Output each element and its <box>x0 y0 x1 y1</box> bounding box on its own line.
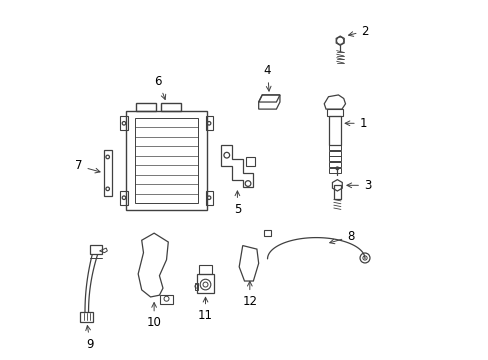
Bar <box>196 274 214 293</box>
Bar <box>103 150 111 196</box>
Bar <box>328 168 340 172</box>
Bar <box>205 116 212 130</box>
Text: 7: 7 <box>75 159 100 173</box>
Text: 2: 2 <box>348 24 368 38</box>
Bar <box>328 116 341 145</box>
Text: 3: 3 <box>346 179 370 192</box>
Text: 6: 6 <box>154 75 165 99</box>
Bar <box>136 103 156 111</box>
Bar <box>199 265 211 274</box>
Bar <box>264 230 270 236</box>
Bar <box>246 157 255 166</box>
Bar <box>80 312 93 322</box>
Text: 4: 4 <box>263 64 271 91</box>
Bar <box>328 156 340 161</box>
Bar <box>205 191 212 205</box>
Bar <box>120 191 127 205</box>
Bar <box>195 283 198 290</box>
Bar <box>120 116 127 130</box>
Text: 8: 8 <box>329 230 354 244</box>
Bar <box>333 185 340 199</box>
Text: 9: 9 <box>85 325 94 351</box>
Text: 11: 11 <box>198 297 213 322</box>
Bar <box>90 244 102 255</box>
Bar <box>328 162 340 167</box>
Text: 5: 5 <box>233 191 241 216</box>
Text: 1: 1 <box>345 117 366 130</box>
Bar <box>161 103 181 111</box>
Bar <box>125 111 207 210</box>
Text: 10: 10 <box>146 303 161 329</box>
Text: 12: 12 <box>242 281 257 308</box>
Bar <box>160 295 173 304</box>
Circle shape <box>362 256 366 260</box>
Bar <box>328 150 340 156</box>
Bar <box>328 145 340 150</box>
Bar <box>134 118 198 203</box>
